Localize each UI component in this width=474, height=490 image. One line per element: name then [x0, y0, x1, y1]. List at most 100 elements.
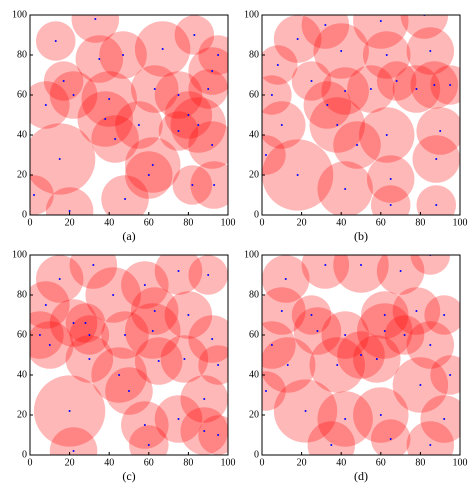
plot-frame	[29, 14, 229, 216]
x-tick-label: 0	[28, 217, 33, 228]
x-tick-label: 60	[144, 457, 154, 468]
center-point	[385, 54, 388, 56]
center-point	[94, 18, 97, 20]
x-tick-label: 80	[415, 217, 425, 228]
center-point	[344, 418, 347, 420]
y-tick-label: 40	[249, 129, 259, 140]
center-point	[213, 184, 216, 186]
center-point	[443, 418, 446, 420]
x-tick-label: 60	[376, 217, 386, 228]
center-point	[197, 124, 200, 126]
center-point	[356, 144, 359, 146]
center-point	[183, 358, 186, 360]
center-point	[177, 418, 180, 420]
y-tick-label: 80	[17, 289, 27, 300]
center-point	[360, 264, 362, 266]
center-point	[151, 164, 154, 166]
x-tick-label: 20	[65, 217, 75, 228]
coverage-circle	[307, 421, 356, 455]
center-point	[122, 54, 125, 56]
x-tick-label: 20	[297, 457, 307, 468]
center-point	[264, 390, 267, 392]
x-tick-label: 0	[260, 457, 265, 468]
coverage-circle	[430, 355, 460, 395]
coverage-circle	[430, 65, 460, 105]
coverage-circle	[262, 321, 296, 369]
panel: 0 20 40 60 80 100 0 20 40 60 80 100 (a)	[12, 9, 236, 242]
center-point	[203, 398, 206, 400]
center-point	[336, 124, 339, 126]
coverage-circle	[30, 175, 54, 215]
x-tick-label: 20	[65, 457, 75, 468]
plot-frame	[29, 254, 229, 456]
center-point	[433, 84, 436, 86]
center-point	[415, 310, 418, 312]
center-point	[429, 50, 432, 52]
x-tick-label: 100	[453, 217, 468, 228]
coverage-circle	[333, 255, 389, 293]
center-point	[270, 94, 273, 96]
center-point	[429, 444, 432, 446]
y-tick-label: 20	[249, 409, 259, 420]
x-tick-label: 40	[336, 217, 346, 228]
y-tick-label: 20	[17, 169, 27, 180]
center-point	[157, 360, 160, 362]
coverage-circle	[45, 187, 94, 215]
coverage-circle	[30, 123, 96, 195]
center-point	[324, 264, 327, 266]
coverage-circle	[400, 15, 449, 39]
center-point	[389, 178, 392, 180]
center-point	[284, 278, 287, 280]
center-point	[118, 374, 121, 376]
coverage-circle	[424, 295, 460, 335]
x-tick-label: 80	[183, 457, 193, 468]
coverage-circle	[190, 161, 228, 209]
center-point	[177, 270, 180, 272]
center-point	[449, 374, 452, 376]
center-point	[72, 322, 75, 324]
coverage-circle	[101, 175, 149, 215]
coverage-circle	[262, 45, 298, 85]
panel-label: (b)	[354, 229, 368, 243]
y-tick-label: 0	[254, 449, 259, 460]
y-tick-label: 60	[249, 329, 259, 340]
coverage-circle	[71, 15, 120, 43]
coverage-circle	[30, 311, 64, 359]
coverage-circle	[420, 395, 460, 443]
center-point	[344, 90, 347, 92]
center-point	[44, 104, 47, 106]
x-tick-label: 40	[104, 217, 114, 228]
center-point	[207, 274, 210, 276]
center-point	[336, 364, 339, 366]
coverage-circle	[301, 255, 350, 289]
center-point	[217, 364, 220, 366]
y-tick-label: 40	[249, 369, 259, 380]
y-tick-label: 100	[12, 9, 27, 20]
center-point	[128, 390, 130, 392]
center-point	[330, 444, 333, 446]
panel-label: (c)	[122, 469, 135, 483]
plot-area	[262, 255, 460, 455]
center-point	[54, 40, 57, 42]
center-point	[92, 264, 95, 266]
coverage-circle	[154, 255, 203, 295]
center-point	[104, 118, 107, 120]
center-point	[280, 124, 283, 126]
coverage-circle	[370, 419, 411, 455]
center-point	[147, 444, 150, 446]
center-point	[68, 210, 71, 212]
center-point	[124, 198, 127, 200]
x-tick-label: 40	[336, 457, 346, 468]
center-point	[395, 80, 398, 82]
center-point	[379, 414, 382, 416]
coverage-circle	[370, 185, 411, 215]
y-tick-label: 20	[17, 409, 27, 420]
x-tick-label: 100	[453, 457, 468, 468]
center-point	[203, 430, 206, 432]
center-point	[429, 344, 432, 346]
center-point	[296, 38, 299, 40]
y-tick-label: 60	[249, 89, 259, 100]
x-tick-label: 60	[144, 217, 154, 228]
coverage-circle	[416, 107, 460, 155]
y-tick-label: 100	[12, 249, 27, 260]
